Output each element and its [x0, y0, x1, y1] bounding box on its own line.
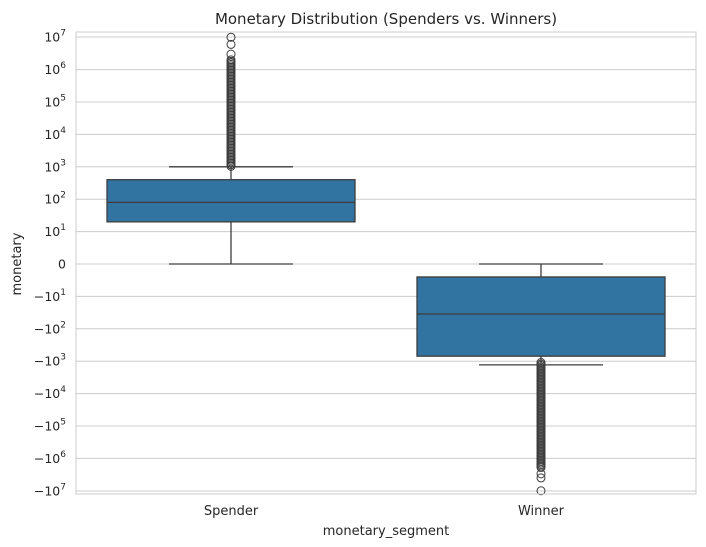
x-tick-labels: Spender Winner [204, 504, 565, 519]
y-tick-label: −102 [34, 320, 66, 336]
boxes [106, 32, 666, 496]
outlier-point [226, 161, 236, 171]
chart-title: Monetary Distribution (Spenders vs. Winn… [215, 10, 557, 28]
outlier-point [536, 463, 546, 473]
y-tick-label: 103 [44, 158, 66, 174]
iqr-box [106, 179, 356, 223]
y-tick-label: −107 [34, 483, 66, 499]
y-tick-label: −105 [34, 418, 66, 434]
y-tick-label: 101 [44, 223, 66, 239]
plot-frame [75, 31, 697, 495]
box-spender [106, 32, 356, 265]
iqr-box [416, 276, 666, 357]
x-axis-label: monetary_segment [323, 524, 449, 539]
outlier-point [226, 49, 236, 59]
x-tick-label: Spender [204, 504, 259, 519]
y-tick-label: 102 [44, 191, 66, 207]
y-tick-label: −104 [34, 385, 66, 401]
y-axis-label: monetary [10, 232, 25, 295]
outlier-point [536, 469, 546, 479]
y-tick-label: 105 [44, 94, 66, 110]
y-tick-label: −106 [34, 450, 66, 466]
outlier-point [226, 32, 236, 42]
y-tick-label: 0 [58, 257, 66, 272]
outlier-point [536, 486, 546, 496]
outlier-point [536, 473, 546, 483]
box-winner [416, 263, 666, 496]
outlier-point [226, 39, 236, 49]
y-tick-label: −103 [34, 353, 66, 369]
y-tick-label: 107 [44, 29, 66, 45]
x-tick-label: Winner [518, 504, 565, 519]
y-tick-label: 106 [44, 61, 66, 77]
y-tick-label: 104 [44, 126, 66, 142]
y-tick-labels: 107 106 105 104 103 102 101 0 −101 −102 −103 −104 −1… [34, 29, 66, 499]
y-tick-label: −101 [34, 288, 66, 304]
